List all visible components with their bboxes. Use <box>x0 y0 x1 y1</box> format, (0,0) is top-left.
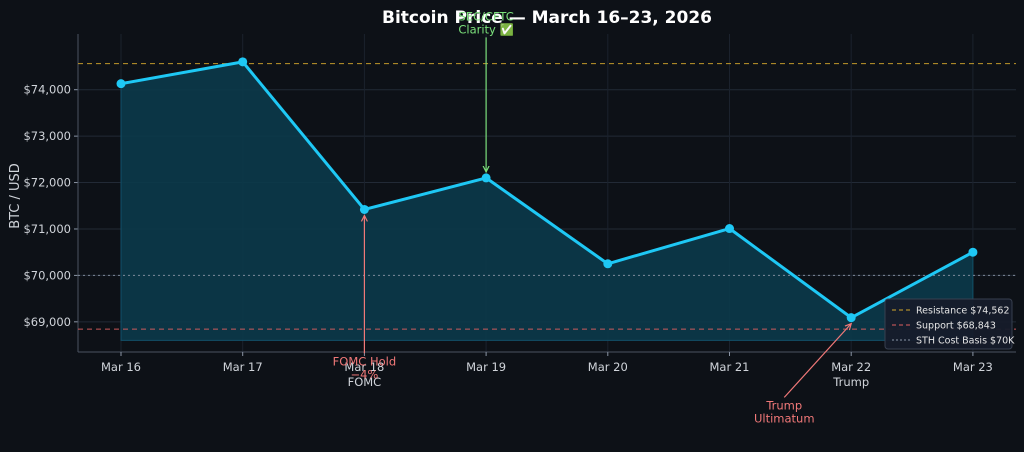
x-tick-label: Mar 16 <box>101 360 141 374</box>
price-point <box>481 173 491 183</box>
price-point <box>116 79 126 89</box>
price-point <box>238 57 248 67</box>
price-point <box>846 313 856 323</box>
annotation-text: Ultimatum <box>754 411 815 425</box>
legend-label: STH Cost Basis $70K <box>916 336 1015 347</box>
legend: Resistance $74,562 Support $68,843 STH Cos… <box>884 298 1015 350</box>
annotation-text: Trump <box>765 398 802 412</box>
x-tick-label: Mar 17 <box>223 360 263 374</box>
annotation-text: −4% <box>350 367 378 381</box>
price-line <box>120 60 974 320</box>
price-point <box>725 224 734 234</box>
legend-label: Support $68,843 <box>916 321 996 332</box>
x-tick-label: Mar 22 <box>831 360 871 374</box>
annotation-text: SEC/CFTC <box>458 9 513 23</box>
price-point <box>359 204 369 214</box>
y-tick-label: $72,000 <box>23 176 71 190</box>
plot-area: $69,000 $70,000 $71,000 $72,000 $73,000 $74,0… <box>23 9 1016 425</box>
y-tick-label: $70,000 <box>23 268 71 282</box>
y-tick-label: $71,000 <box>23 222 71 236</box>
legend-box <box>884 298 1013 350</box>
price-point <box>603 259 613 269</box>
y-axis-label: BTC / USD <box>8 163 23 229</box>
y-tick-label: $69,000 <box>23 315 71 329</box>
annotation-text: FOMC Hold <box>333 354 396 368</box>
chart-title: Bitcoin Price — March 16–23, 2026 <box>382 8 712 28</box>
price-area-fill <box>120 61 974 341</box>
legend-label: Resistance $74,562 <box>916 306 1010 317</box>
x-tick-label: Mar 20 <box>588 360 628 374</box>
annotation-arrow <box>783 324 851 398</box>
price-point <box>968 247 978 257</box>
x-tick-label: Mar 21 <box>710 360 750 374</box>
x-tick-label: Mar 18 <box>344 360 384 374</box>
x-tick-sublabel: Trump <box>832 375 869 389</box>
y-tick-label: $73,000 <box>23 129 71 143</box>
y-tick-label: $74,000 <box>23 83 71 97</box>
x-tick-label: Mar 23 <box>953 360 993 374</box>
annotation-text: Clarity ✅ <box>458 22 513 36</box>
x-tick-label: Mar 19 <box>466 360 506 374</box>
x-tick-sublabel: FOMC <box>348 375 382 389</box>
